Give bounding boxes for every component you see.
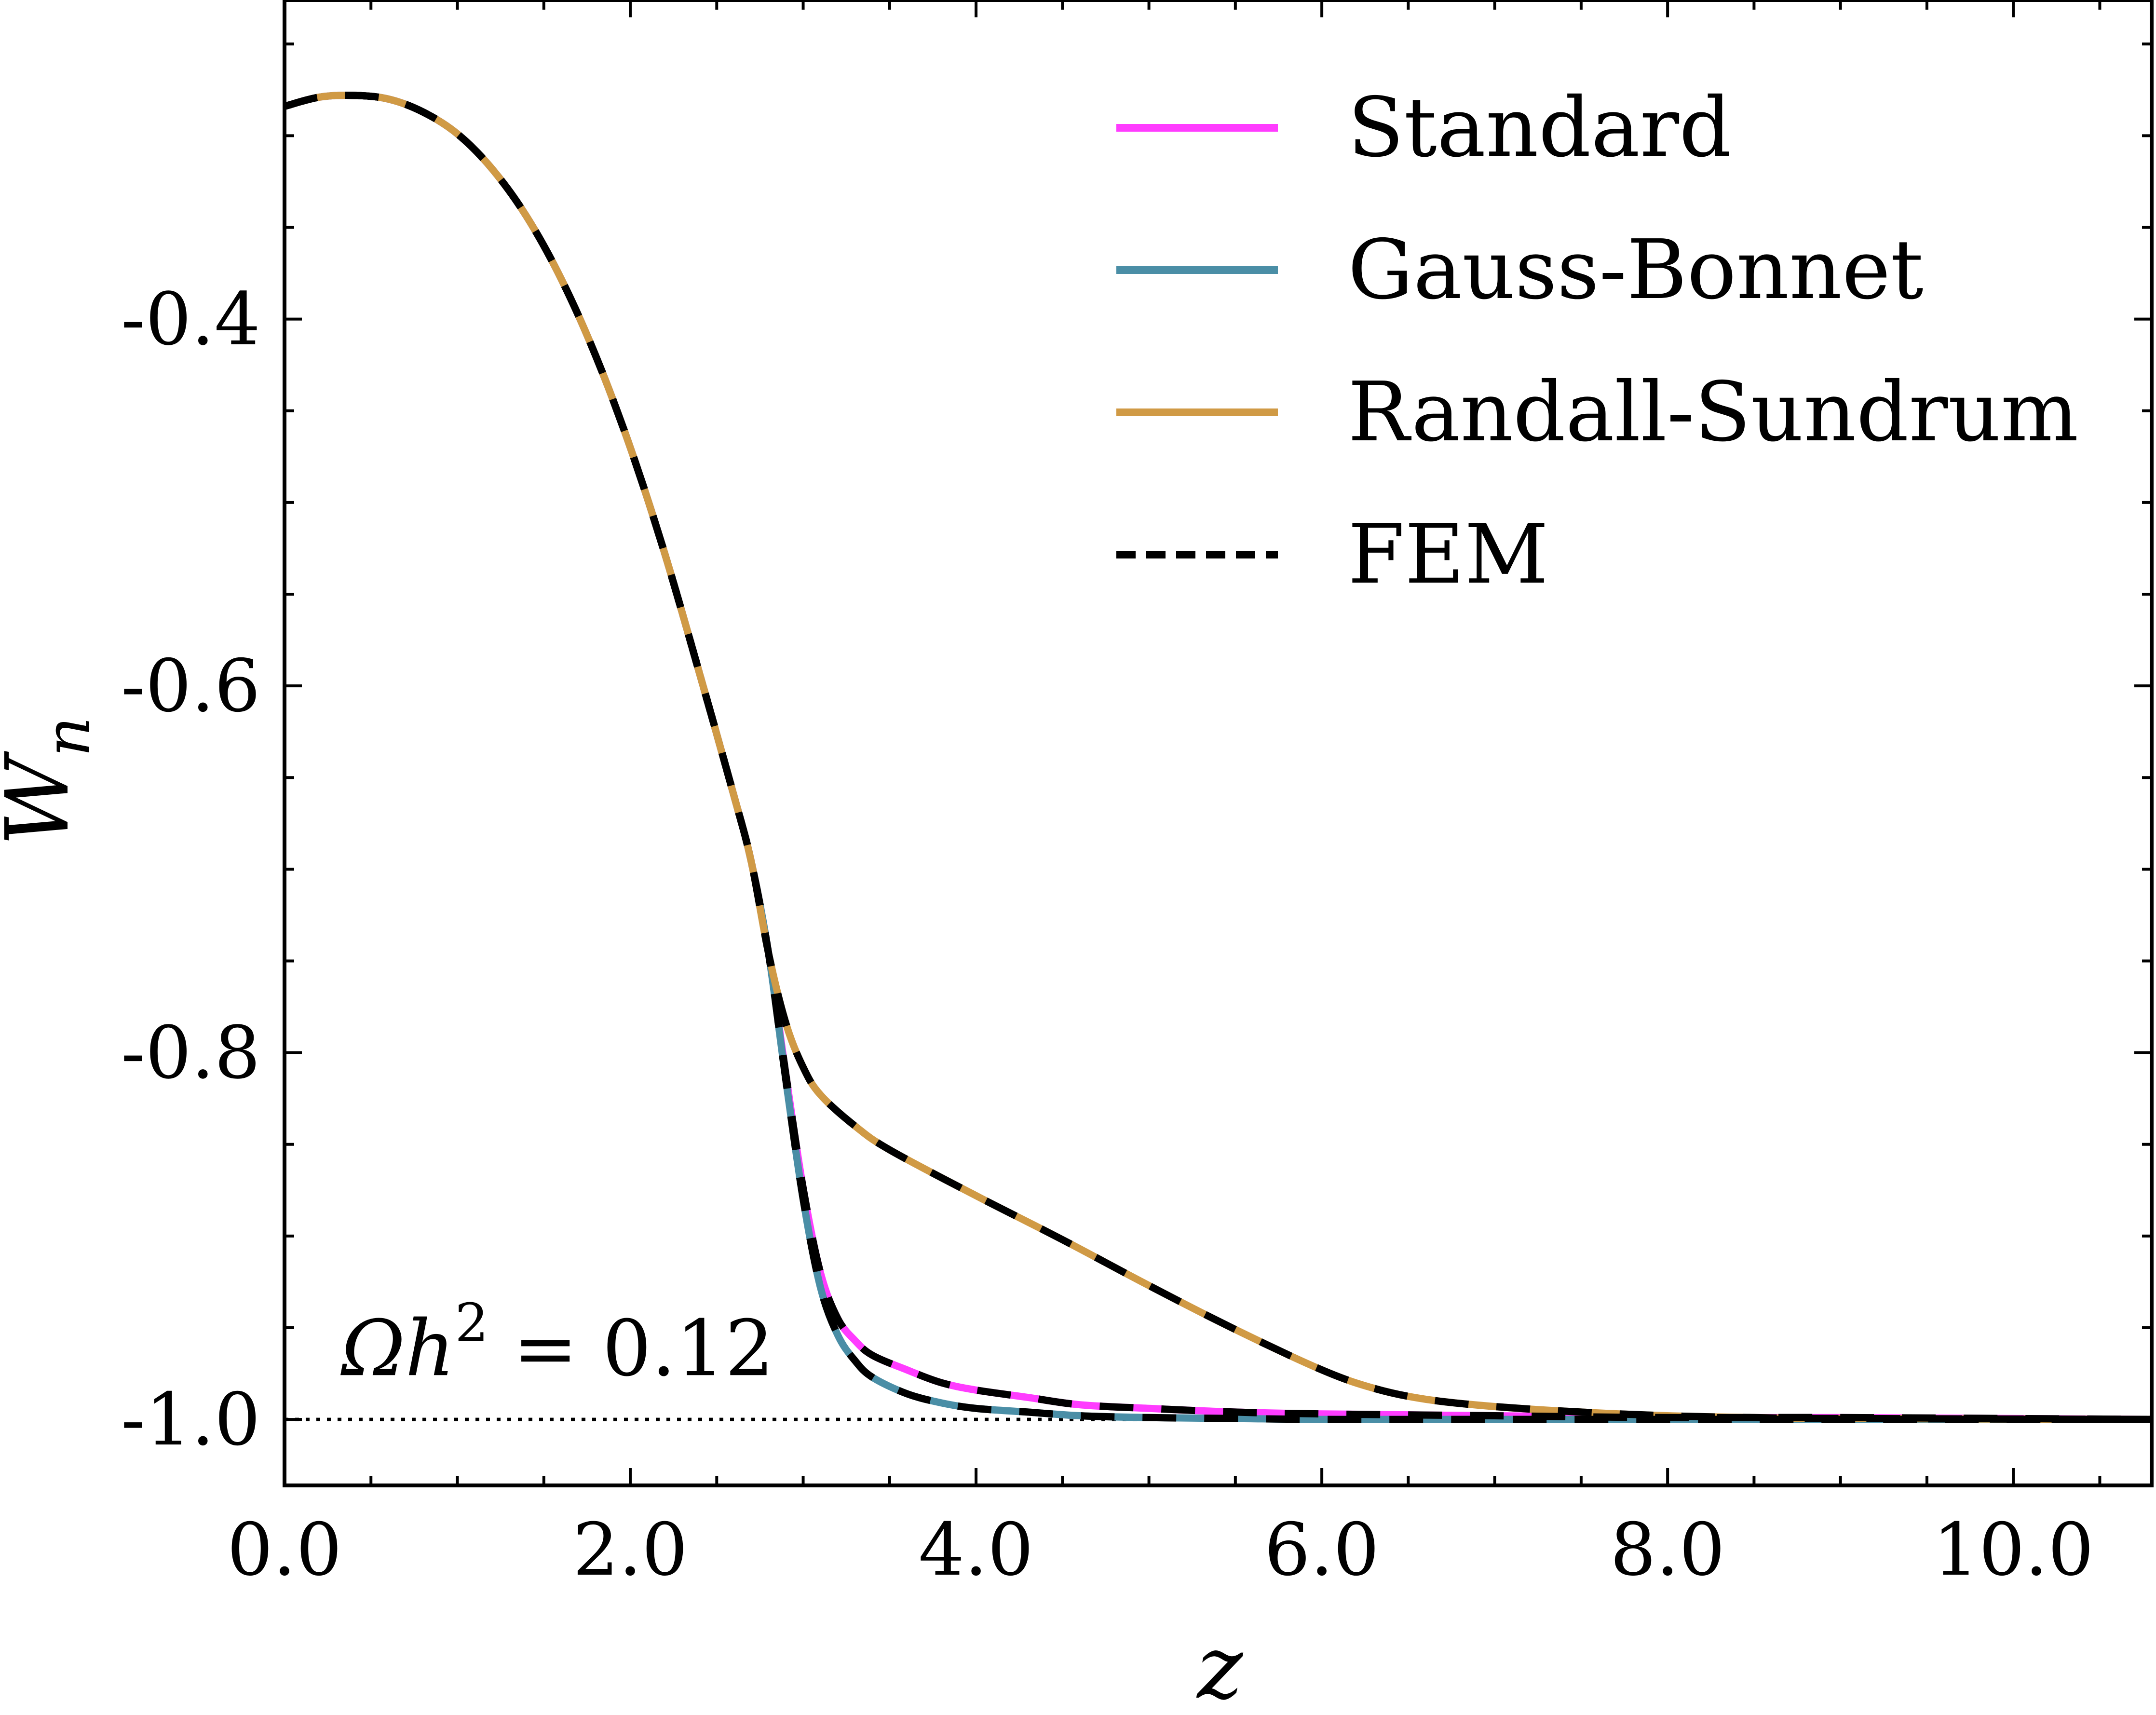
y-tick-label: -0.6 (121, 644, 260, 728)
y-axis-title: W (0, 750, 88, 846)
fem-line-randall-sundrum (284, 91, 2152, 1423)
x-tick-label: 10.0 (1933, 1508, 2094, 1592)
tick-labels: 0.0 2.0 4.0 6.0 8.0 10.0 -1.0 -0.8 -0.6 -0.4 (121, 278, 2094, 1592)
y-tick-label: -1.0 (121, 1378, 260, 1462)
x-tick-label: 2.0 (573, 1508, 688, 1592)
legend-label-gauss-bonnet: Gauss-Bonnet (1348, 222, 1924, 318)
legend-label-standard: Standard (1348, 80, 1732, 176)
x-tick-label: 6.0 (1264, 1508, 1380, 1592)
plot-frame (283, 0, 2154, 1487)
legend: Standard Gauss-Bonnet Randall-Sundrum FEM (1116, 80, 2078, 602)
y-tick-label: -0.8 (121, 1011, 260, 1095)
y-tick-label: -0.4 (121, 278, 260, 362)
fem-line-gauss-bonnet (284, 91, 2152, 1423)
x-axis-title: z (1196, 1618, 1244, 1715)
y-axis-title-group: Wn (0, 717, 104, 846)
svg-text:Wn: Wn (0, 717, 104, 846)
legend-label-randall-sundrum: Randall-Sundrum (1348, 365, 2078, 460)
x-tick-label: 8.0 (1610, 1508, 1725, 1592)
y-axis-subscript: n (31, 717, 104, 757)
fem-line-standard (284, 91, 2152, 1423)
annotations: Ωh2 = 0.12 (340, 1292, 774, 1393)
x-tick-label: 4.0 (919, 1508, 1034, 1592)
legend-label-fem: FEM (1348, 507, 1548, 602)
annotation-omega-h2: Ωh2 = 0.12 (340, 1292, 774, 1393)
fem-overlay-group (284, 91, 2152, 1423)
x-tick-label: 0.0 (227, 1508, 342, 1592)
